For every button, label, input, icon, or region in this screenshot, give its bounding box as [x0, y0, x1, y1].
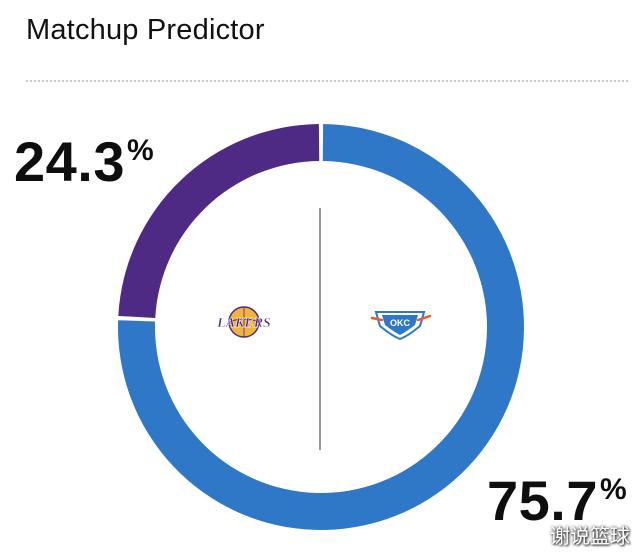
lakers-percentage-label: 24.3%: [14, 134, 154, 190]
lakers-logo-text: LAKERS: [216, 316, 271, 331]
lakers-percentage-value: 24.3: [14, 130, 125, 193]
thunder-percentage-label: 75.7%: [487, 473, 627, 529]
title-divider: [26, 80, 628, 82]
thunder-percentage-value: 75.7: [487, 469, 598, 532]
lakers-percent-symbol: %: [127, 134, 154, 167]
thunder-percent-symbol: %: [600, 473, 627, 506]
thunder-logo-icon: OKC: [370, 311, 432, 341]
lakers-logo-icon: LAKERS: [216, 306, 271, 338]
watermark: 谢说篮球: [550, 524, 630, 548]
page-title: Matchup Predictor: [26, 14, 265, 46]
donut-slice-lakers: [118, 124, 320, 318]
thunder-logo-text: OKC: [390, 318, 411, 328]
